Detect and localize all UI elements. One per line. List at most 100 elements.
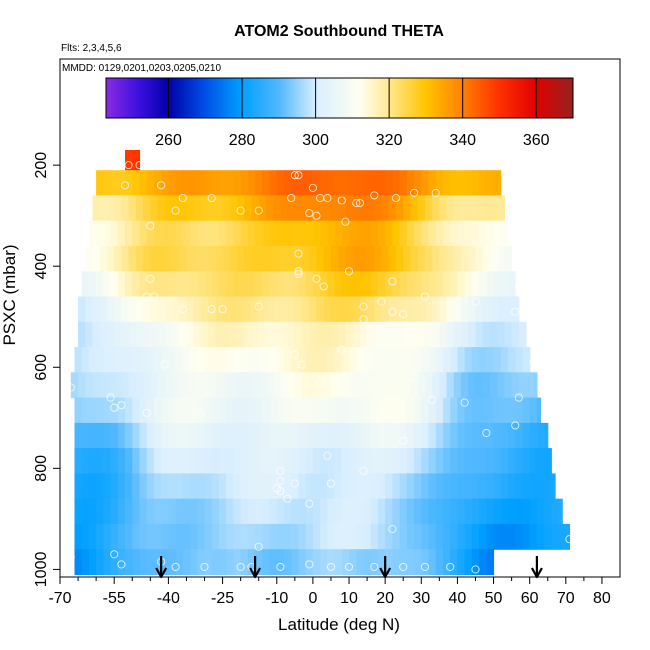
heatmap-cell-r12-lat-52: [125, 448, 133, 474]
heatmap-cell-r10-lat-62: [88, 397, 97, 424]
heatmap-cell-r15-lat-32: [197, 523, 206, 550]
heatmap-cell-r3-lat12: [356, 220, 365, 247]
heatmap-cell-r2-lat31: [424, 195, 433, 222]
sample-point-42: [388, 307, 397, 316]
x-tick-label--25: -25: [211, 590, 234, 607]
heatmap-cell-r13-lat56: [515, 473, 523, 500]
heatmap-cell-r16-lat-32: [197, 549, 206, 576]
heatmap-cell-r4-lat51: [497, 246, 505, 272]
heatmap-cell-r2-lat-11: [273, 195, 281, 222]
heatmap-cell-r2-lat49: [489, 195, 498, 222]
heatmap-cell-r12-lat58: [522, 448, 531, 474]
heatmap-cell-r6-lat-11: [273, 296, 281, 323]
x-axis-title: Latitude (deg N): [278, 615, 400, 634]
heatmap-cell-r16-lat-38: [175, 549, 184, 576]
heatmap-cell-r3-lat30: [421, 220, 430, 247]
heatmap-cell-r2-lat-41: [164, 195, 173, 222]
heatmap-cell-r13-lat6: [334, 473, 343, 500]
heatmap-cell-r7-lat51: [497, 321, 505, 348]
flights-subtitle: Flts: 2,3,4,5,6: [61, 43, 122, 54]
heatmap-cell-r12-lat-2: [305, 448, 314, 474]
sample-points-layer: [66, 161, 574, 574]
heatmap-cell-r6-lat37: [446, 296, 455, 323]
heatmap-cell-r16-lat28: [414, 549, 422, 576]
heatmap-cell-r1-lat16: [370, 170, 379, 197]
heatmap-cell-r8-lat8: [341, 347, 350, 373]
heatmap-cell-r2-lat-49: [135, 195, 144, 222]
heatmap-cell-r4-lat43: [468, 246, 477, 272]
heatmap-cell-r15-lat0: [312, 523, 321, 550]
heatmap-cell-r13-lat-18: [247, 473, 256, 500]
y-tick-label-600: 600: [33, 354, 50, 381]
heatmap-cell-r13-lat-38: [175, 473, 184, 500]
heatmap-cell-r5-lat40: [457, 271, 466, 298]
heatmap-cell-r7-lat-15: [258, 321, 267, 348]
heatmap-cell-r14-lat-12: [269, 498, 278, 525]
heatmap-cell-r9-lat13: [359, 372, 368, 399]
heatmap-cell-r6-lat-29: [208, 296, 216, 323]
x-tick-label-20: 20: [376, 590, 394, 607]
heatmap-cell-r9-lat-37: [179, 372, 187, 399]
heatmap-cell-r10-lat42: [464, 397, 473, 424]
heatmap-cell-r16-lat2: [320, 549, 328, 576]
heatmap-cell-r1-lat28: [414, 170, 422, 197]
heatmap-cell-r5-lat-62: [88, 271, 97, 298]
heatmap-cell-r6-lat51: [497, 296, 505, 323]
heatmap-cell-r1-lat-56: [110, 170, 119, 197]
heatmap-cell-r16-lat34: [435, 549, 444, 576]
heatmap-cell-r9-lat-31: [200, 372, 209, 399]
heatmap-cell-r15-lat62: [536, 523, 545, 550]
heatmap-cell-r14-lat-42: [161, 498, 169, 525]
heatmap-cell-r7-lat-27: [215, 321, 224, 348]
heatmap-cell-r5-lat-18: [247, 271, 256, 298]
heatmap-cell-r2-lat-35: [186, 195, 195, 222]
heatmap-cell-r10-lat-6: [291, 397, 299, 424]
heatmap-cell-r8-lat-20: [240, 347, 249, 373]
heatmap-cell-r12-lat-58: [103, 448, 112, 474]
heatmap-cell-r3-lat8: [341, 220, 350, 247]
heatmap-cell-r9-lat-47: [143, 372, 151, 399]
heatmap-cell-r4-lat17: [374, 246, 383, 272]
heatmap-cell-r6-lat19: [381, 296, 390, 323]
heatmap-cell-r10-lat2: [320, 397, 328, 424]
heatmap-cell-r9-lat-41: [164, 372, 173, 399]
heatmap-cell-r16-lat18: [377, 549, 386, 576]
heatmap-cell-r11-lat34: [435, 422, 444, 449]
heatmap-cell-r5-lat12: [356, 271, 365, 298]
heatmap-cell-r8-lat-56: [110, 347, 119, 373]
heatmap-cell-r2-lat47: [482, 195, 491, 222]
heatmap-cell-r9-lat-3: [302, 372, 310, 399]
heatmap-cell-r4-lat-51: [128, 246, 137, 272]
heatmap-cell-r16-lat6: [334, 549, 343, 576]
heatmap-cell-r14-lat-22: [233, 498, 242, 525]
heatmap-cell-r9-lat31: [424, 372, 433, 399]
heatmap-cell-r1-lat10: [349, 170, 357, 197]
heatmap-cell-r9-lat1: [316, 372, 325, 399]
heatmap-cell-r9-lat-49: [135, 372, 144, 399]
heatmap-cell-r9-lat-1: [309, 372, 318, 399]
heatmap-cell-r6-lat-33: [193, 296, 202, 323]
heatmap-cell-r5-lat46: [479, 271, 487, 298]
heatmap-cell-r14-lat-6: [291, 498, 299, 525]
heatmap-cell-r9-lat-9: [280, 372, 289, 399]
heatmap-cell-r4-lat47: [482, 246, 491, 272]
heatmap-cell-r13-lat42: [464, 473, 473, 500]
sample-point-93: [344, 562, 354, 571]
heatmap-cell-r12-lat54: [508, 448, 516, 474]
heatmap-cell-r11-lat6: [334, 422, 343, 449]
heatmap-cell-r5-lat-34: [190, 271, 198, 298]
heatmap-cell-r16-lat-20: [240, 549, 249, 576]
sample-point-81: [254, 542, 263, 551]
x-tick-label-30: 30: [412, 590, 430, 607]
heatmap-cell-r14-lat-66: [74, 498, 83, 525]
heatmap-cell-r15-lat44: [471, 523, 480, 550]
heatmap-cell-r2-lat-5: [294, 195, 303, 222]
heatmap-cell-r8-lat-50: [132, 347, 141, 373]
heatmap-cell-r14-lat-18: [247, 498, 256, 525]
heatmap-cell-r14-lat28: [414, 498, 422, 525]
heatmap-cell-r4-lat-21: [237, 246, 245, 272]
heatmap-cell-r15-lat-52: [125, 523, 133, 550]
heatmap-cell-r9-lat49: [489, 372, 498, 399]
heatmap-cell-r12-lat-14: [262, 448, 271, 474]
